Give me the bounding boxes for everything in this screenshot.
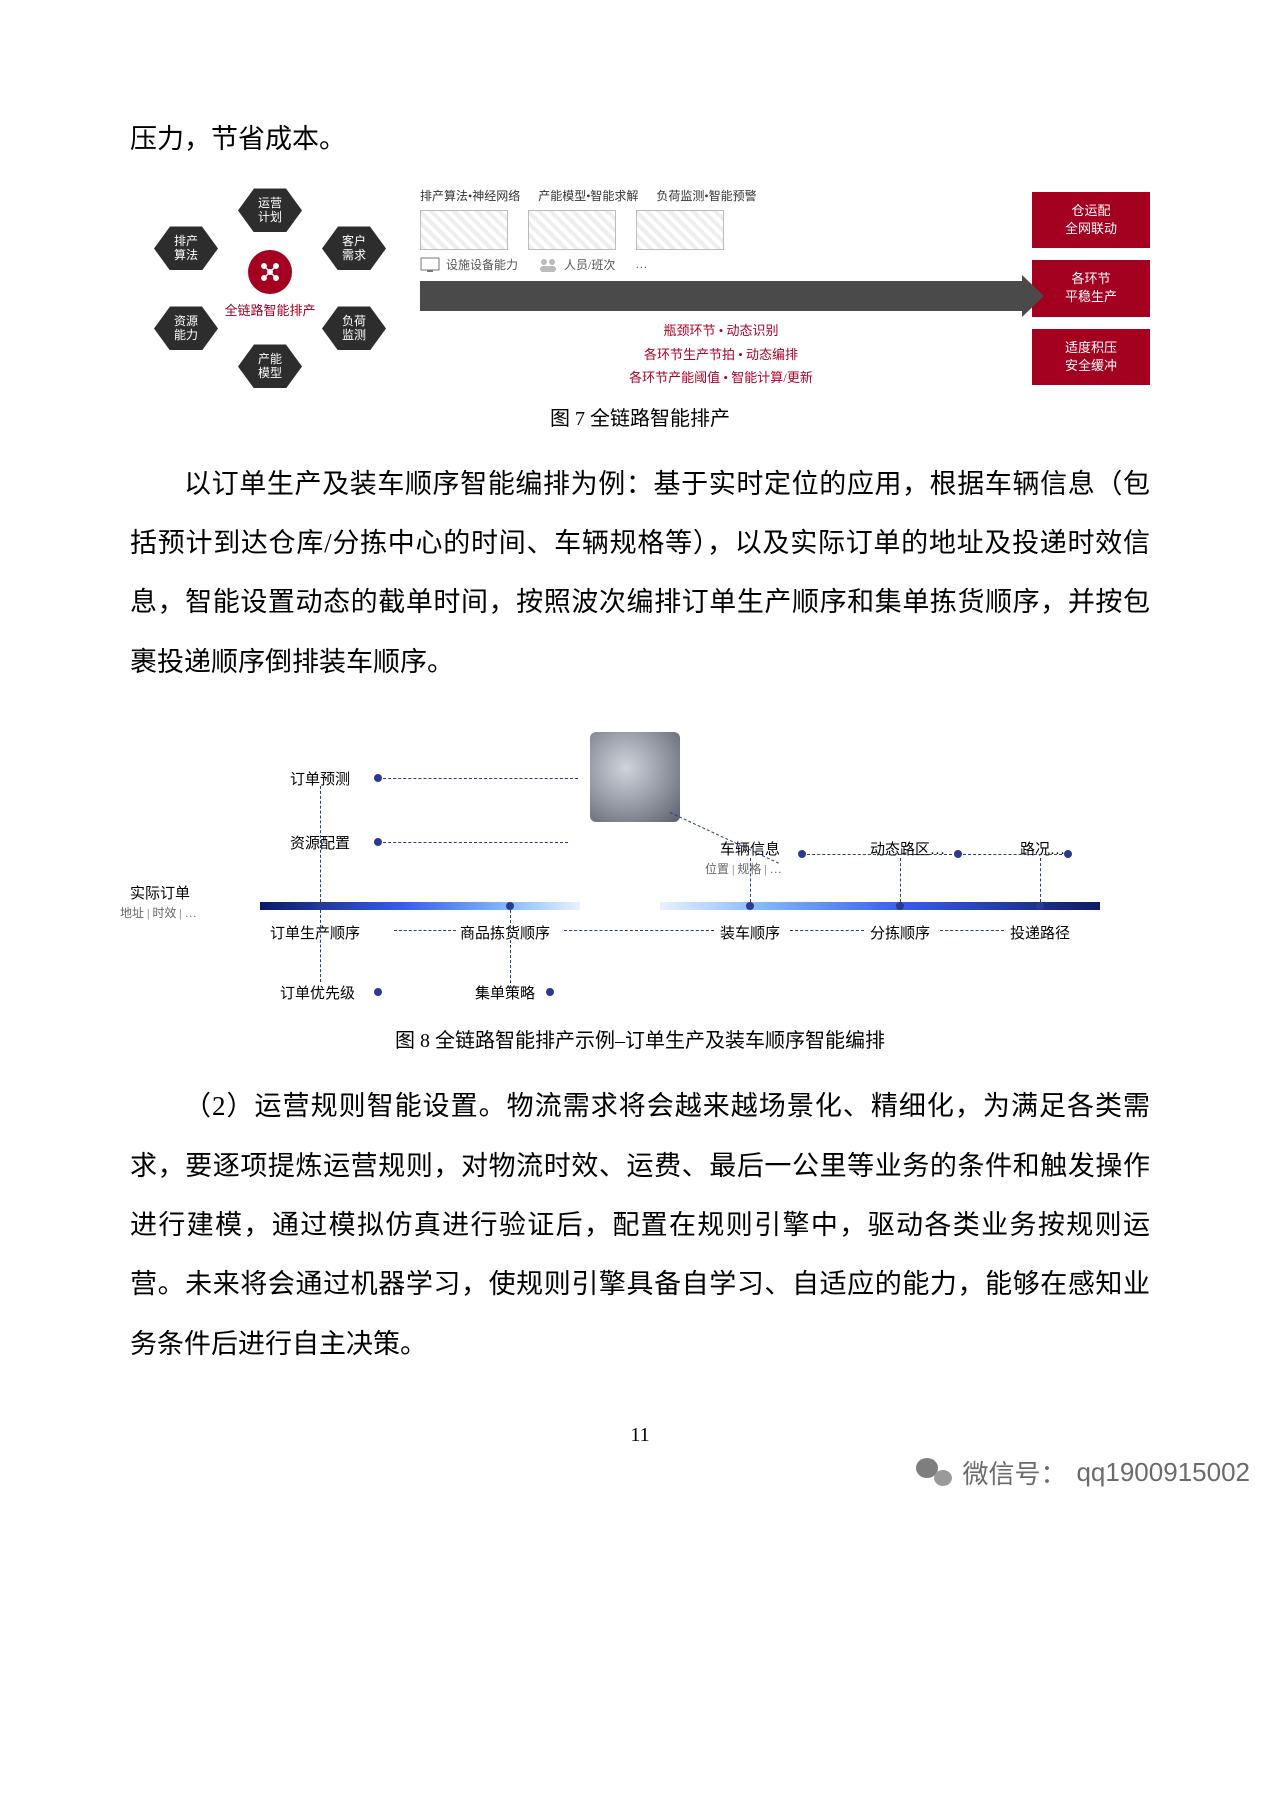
fig7-head-3: 负荷监测•智能预警 — [656, 187, 756, 204]
connector — [564, 930, 714, 931]
fig7-row2-dots: … — [635, 257, 647, 272]
thumb-monitor — [636, 210, 724, 250]
connector — [394, 930, 456, 931]
f8-n4: 订单优先级 — [280, 982, 355, 1003]
connector — [802, 854, 952, 855]
fig7-right-boxes: 仓运配全网联动 各环节平稳生产 适度积压安全缓冲 — [1032, 192, 1150, 385]
f8-r1: 装车顺序 — [720, 922, 780, 943]
figure-7: 运营计划 排产算法 客户需求 资源能力 负荷监测 产能模型 全链路智能排产 — [130, 187, 1150, 389]
f8-rtop3: 路况… — [1020, 838, 1065, 859]
hex-center-label: 全链路智能排产 — [224, 303, 315, 318]
dot — [1064, 850, 1072, 858]
fig7-thumb-row-1 — [420, 210, 1022, 250]
figure-8: 实际订单 地址 | 时效 | … 订单预测 资源配置 订单生产顺序 订单优先级 … — [130, 732, 1150, 1012]
fig7-middle: 排产算法•神经网络 产能模型•智能求解 负荷监测•智能预警 设施设备能力 人员/… — [420, 187, 1022, 389]
redbox-2: 各环节平稳生产 — [1032, 260, 1150, 316]
f8-rtop1-sub: 位置 | 规格 | … — [705, 860, 782, 877]
intro-line: 压力，节省成本。 — [130, 110, 1150, 169]
wechat-watermark: 微信号： qq1900915002 — [856, 1437, 1280, 1507]
f8-rtop2: 动态路区… — [870, 838, 945, 859]
fig8-caption: 图 8 全链路智能排产示例–订单生产及装车顺序智能编排 — [130, 1024, 1150, 1053]
connector — [1040, 858, 1041, 902]
f8-m1: 商品拣货顺序 — [460, 922, 550, 943]
fig7-red-text: 瓶颈环节 • 动态识别 各环节生产节拍 • 动态编排 各环节产能阈值 • 智能计… — [420, 319, 1022, 389]
connector — [378, 778, 578, 779]
connector — [750, 858, 751, 902]
f8-center-image — [590, 732, 680, 822]
f8-n3: 订单生产顺序 — [270, 922, 360, 943]
f8-left-sub: 地址 | 时效 | … — [120, 904, 197, 921]
hex-center: 全链路智能排产 — [220, 250, 320, 319]
connector — [900, 858, 901, 902]
thumb-model — [528, 210, 616, 250]
connector — [940, 930, 1004, 931]
paragraph-3: （2）运营规则智能设置。物流需求将会越来越场景化、精细化，为满足各类需求，要逐项… — [130, 1077, 1150, 1374]
connector — [790, 930, 864, 931]
f8-left-label: 实际订单 — [130, 882, 190, 903]
fig7-row2-left: 设施设备能力 — [446, 256, 518, 273]
connector — [510, 910, 511, 988]
fig7-head-1: 排产算法•神经网络 — [420, 187, 520, 204]
f8-r3: 投递路径 — [1010, 922, 1070, 943]
fig7-thumb-row-2: 设施设备能力 人员/班次 … — [420, 256, 1022, 273]
dot — [546, 988, 554, 996]
fig7-caption: 图 7 全链路智能排产 — [130, 402, 1150, 431]
connector — [320, 786, 321, 902]
paragraph-2: 以订单生产及装车顺序智能编排为例：基于实时定位的应用，根据车辆信息（包括预计到达… — [130, 455, 1150, 693]
hex-top: 运营计划 — [238, 188, 302, 232]
fig7-redline-1: 瓶颈环节 • 动态识别 — [420, 319, 1022, 342]
hex-br: 负荷监测 — [322, 306, 386, 350]
fig7-hex-ring: 运营计划 排产算法 客户需求 资源能力 负荷监测 产能模型 全链路智能排产 — [130, 188, 410, 388]
fig7-header-row: 排产算法•神经网络 产能模型•智能求解 负荷监测•智能预警 — [420, 187, 1022, 204]
connector — [958, 854, 1062, 855]
wechat-label: 微信号： — [962, 1454, 1066, 1491]
wechat-id: qq1900915002 — [1076, 1457, 1250, 1488]
connector — [320, 910, 321, 982]
monitor-icon — [420, 257, 440, 273]
fig7-head-2: 产能模型•智能求解 — [538, 187, 638, 204]
fig7-arrow — [420, 281, 1022, 311]
redbox-1: 仓运配全网联动 — [1032, 192, 1150, 248]
dot — [374, 988, 382, 996]
f8-r2: 分拣顺序 — [870, 922, 930, 943]
f8-m2: 集单策略 — [475, 982, 535, 1003]
fig7-redline-2: 各环节生产节拍 • 动态编排 — [420, 343, 1022, 366]
hex-tl: 排产算法 — [154, 226, 218, 270]
hex-tr: 客户需求 — [322, 226, 386, 270]
grad-bar-right — [660, 902, 1100, 910]
fig7-redline-3: 各环节产能阈值 • 智能计算/更新 — [420, 366, 1022, 389]
thumb-neural — [420, 210, 508, 250]
wechat-icon — [916, 1454, 952, 1490]
people-icon — [538, 257, 558, 273]
hex-bottom: 产能模型 — [238, 344, 302, 388]
fig7-row2-right: 人员/班次 — [564, 256, 615, 273]
hex-bl: 资源能力 — [154, 306, 218, 350]
redbox-3: 适度积压安全缓冲 — [1032, 329, 1150, 385]
document-page: 压力，节省成本。 运营计划 排产算法 客户需求 资源能力 负荷监测 产能模型 全… — [0, 0, 1280, 1507]
connector — [378, 842, 568, 843]
grad-bar-left — [260, 902, 580, 910]
network-icon — [248, 250, 292, 294]
